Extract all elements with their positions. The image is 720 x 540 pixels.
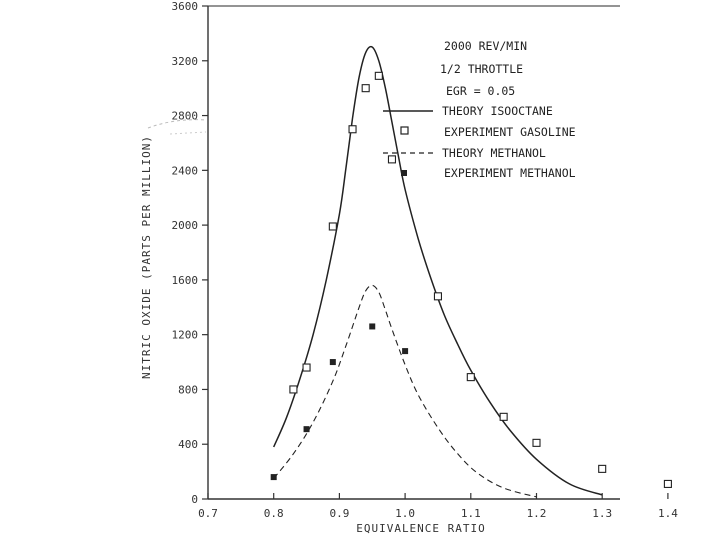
data-point-experiment-gasoline xyxy=(302,363,311,372)
x-tick-label: 1.4 xyxy=(658,507,678,520)
y-tick-label: 800 xyxy=(178,383,198,396)
legend-condition-speed: 2000 REV/MIN xyxy=(444,39,527,53)
y-tick-label: 3600 xyxy=(172,0,199,13)
data-point-experiment-gasoline xyxy=(348,125,357,134)
data-point-experiment-methanol xyxy=(402,348,409,355)
data-point-experiment-methanol xyxy=(270,474,277,481)
y-tick-label: 2800 xyxy=(172,110,199,123)
legend-label-experiment-methanol: EXPERIMENT METHANOL xyxy=(444,166,576,180)
y-tick-label: 1200 xyxy=(172,329,199,342)
x-tick-label: 1.3 xyxy=(592,507,612,520)
data-point-experiment-methanol xyxy=(329,359,336,366)
series-line-theory-isooctane xyxy=(273,45,603,496)
data-point-experiment-gasoline xyxy=(361,84,370,93)
x-tick-label: 1.2 xyxy=(527,507,547,520)
data-point-experiment-gasoline xyxy=(532,438,541,447)
legend-condition-throttle: 1/2 THROTTLE xyxy=(440,62,523,76)
data-point-experiment-gasoline xyxy=(289,385,298,394)
legend-swatch-experiment-gasoline xyxy=(400,126,409,135)
y-tick-label: 2400 xyxy=(172,164,199,177)
y-axis-ticks: 0 400 800 1200 1600 2000 2400 2800 3200 3600 xyxy=(172,0,208,506)
data-point-experiment-gasoline xyxy=(433,292,443,301)
legend: 2000 REV/MIN 1/2 THROTTLE EGR = 0.05 THE… xyxy=(383,39,576,180)
y-tick-label: 0 xyxy=(191,493,198,506)
scan-smudge xyxy=(169,131,207,135)
y-tick-label: 3200 xyxy=(172,55,199,68)
x-axis-title: EQUIVALENCE RATIO xyxy=(356,522,486,535)
data-point-experiment-gasoline xyxy=(466,373,475,382)
x-tick-label: 1.1 xyxy=(461,507,481,520)
legend-label-experiment-gasoline: EXPERIMENT GASOLINE xyxy=(444,125,576,139)
data-point-experiment-methanol xyxy=(303,426,310,433)
y-axis-title: NITRIC OXIDE (PARTS PER MILLION) xyxy=(140,135,153,379)
x-tick-label: 0.7 xyxy=(198,507,218,520)
legend-swatch-experiment-methanol xyxy=(401,170,407,176)
x-axis-ticks: 0.7 0.8 0.9 1.0 1.1 1.2 1.3 1.4 xyxy=(198,493,678,520)
x-tick-label: 0.8 xyxy=(264,507,284,520)
data-point-experiment-gasoline xyxy=(374,71,383,80)
series-line-theory-methanol xyxy=(273,284,537,498)
y-tick-label: 1600 xyxy=(172,274,199,287)
data-point-experiment-gasoline xyxy=(598,464,607,473)
data-point-experiment-gasoline xyxy=(387,155,397,164)
x-tick-label: 1.0 xyxy=(395,507,415,520)
legend-label-theory-methanol: THEORY METHANOL xyxy=(442,146,546,160)
x-tick-label: 0.9 xyxy=(329,507,349,520)
y-tick-label: 2000 xyxy=(172,219,199,232)
legend-label-theory-isooctane: THEORY ISOOCTANE xyxy=(442,104,553,118)
y-tick-label: 400 xyxy=(178,438,198,451)
data-point-experiment-methanol xyxy=(369,323,376,330)
data-point-experiment-gasoline xyxy=(328,222,337,231)
legend-condition-egr: EGR = 0.05 xyxy=(446,84,515,98)
data-point-experiment-gasoline xyxy=(663,479,672,488)
data-point-experiment-gasoline xyxy=(499,412,508,421)
series-layer xyxy=(270,45,672,498)
